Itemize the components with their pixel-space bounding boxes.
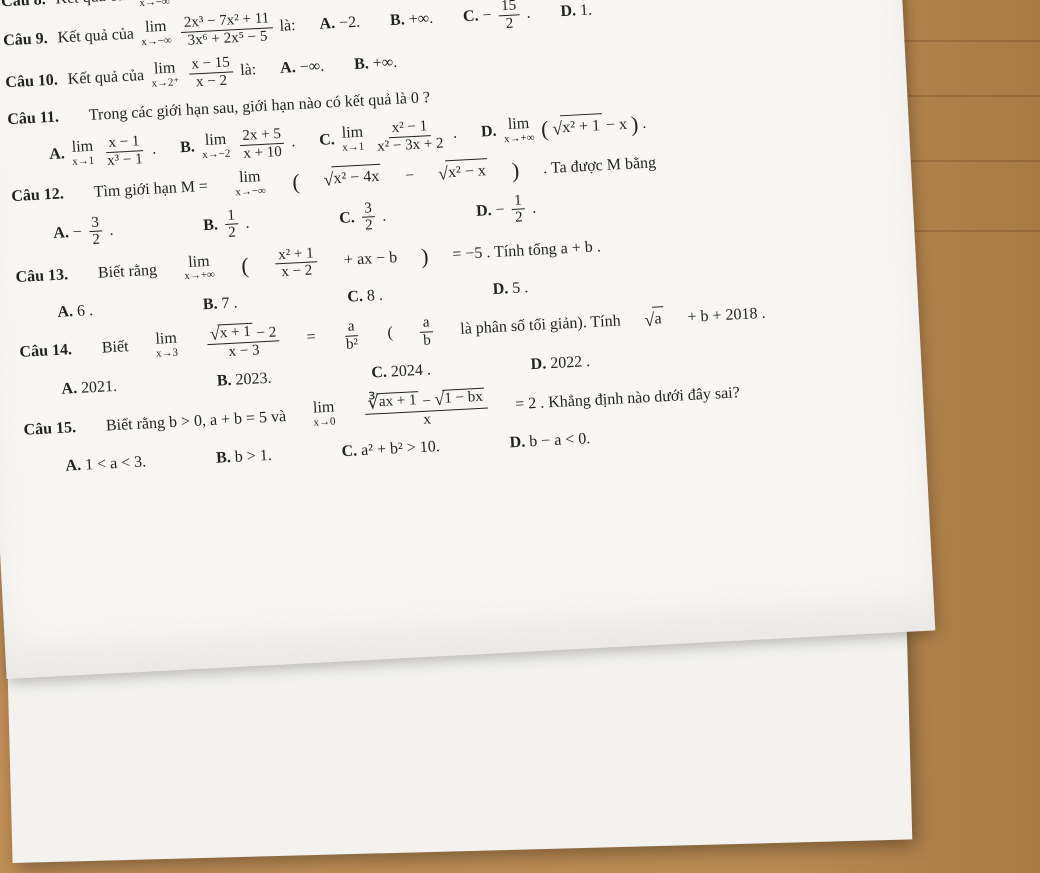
q13-opt-b: B.7 . [202, 291, 238, 317]
q8-stem-prefix: Kết quả của [55, 0, 133, 12]
q14-opt-b: B.2023. [216, 367, 272, 394]
q12-opt-c: C. 32. [338, 199, 387, 235]
q11-label: Câu 11. [7, 106, 60, 133]
q15-opt-a: A.1 < a < 3. [65, 451, 147, 479]
q14-opt-a: A.2021. [61, 375, 118, 402]
q12-opt-b: B. 12. [202, 206, 250, 242]
scene: Câu 8. Kết quả của lim x→−∞ x² + 6x + 3 … [0, 0, 1040, 873]
q10-opt-b: B.+∞. [354, 51, 398, 77]
q12-opt-a: A. −32. [53, 214, 115, 251]
q9-opt-a: A.−2. [319, 11, 361, 37]
q15-opt-c: C.a² + b² > 10. [341, 435, 440, 464]
q10-label: Câu 10. [5, 69, 59, 96]
q9-lim: limx→−∞ [140, 19, 172, 49]
q8-label: Câu 8. [1, 0, 47, 15]
q11-opt-b: B. limx→−2 2x + 5x + 10. [179, 126, 296, 166]
q9-label: Câu 9. [3, 27, 49, 53]
q14-opt-c: C.2024 . [371, 358, 432, 385]
q11-opt-d: D. limx→+∞ (x² + 1 − x). [480, 110, 647, 147]
q8-frac: x² + 6x + 3 [179, 0, 252, 2]
q15-label: Câu 15. [23, 416, 77, 443]
q10-frac: x − 15 x − 2 [188, 55, 234, 91]
q13-opt-a: A.6 . [57, 299, 94, 325]
q9-opt-d: D.1. [560, 0, 593, 24]
q14-opt-d: D.2022 . [530, 350, 591, 377]
q14-label: Câu 14. [19, 339, 73, 366]
q9-opt-b: B.+∞. [389, 7, 433, 33]
q13-opt-d: D.5 . [492, 276, 529, 302]
q9-frac: 2x³ − 7x² + 11 3x⁶ + 2x⁵ − 5 [181, 11, 274, 50]
q13-label: Câu 13. [15, 263, 69, 290]
q11-opt-c: C. limx→1 x² − 1x² − 3x + 2. [318, 117, 458, 158]
paper-front-sheet: Câu 8. Kết quả của lim x→−∞ x² + 6x + 3 … [0, 0, 935, 679]
q11-opt-a: A. limx→1 x − 1x³ − 1. [48, 133, 157, 173]
q10-lim: limx→2⁺ [150, 60, 179, 90]
q9-opt-c: C. − 152. [462, 0, 531, 35]
q8-lim: lim x→−∞ [138, 0, 170, 10]
q15-opt-d: D.b − a < 0. [509, 427, 591, 455]
q15-opt-b: B.b > 1. [215, 444, 272, 471]
q13-opt-c: C.8 . [347, 284, 384, 310]
q12-label: Câu 12. [11, 182, 65, 209]
q12-opt-d: D. −12. [475, 191, 537, 228]
q10-opt-a: A.−∞. [280, 55, 325, 81]
